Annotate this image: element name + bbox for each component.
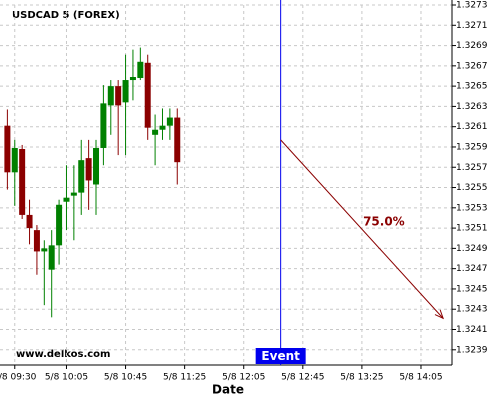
y-tick-label: 1.3255 — [456, 183, 488, 193]
candle-body — [85, 158, 92, 181]
y-tick-label: 1.3249 — [456, 244, 488, 254]
y-tick-label: 1.3259 — [456, 142, 488, 152]
candle-body — [122, 80, 129, 103]
candle-body — [159, 125, 166, 130]
y-tick-label: 1.3269 — [456, 41, 488, 51]
candle-body — [63, 197, 70, 202]
candle-body — [129, 77, 136, 81]
candle-body — [33, 230, 40, 252]
y-tick-label: 1.3273 — [456, 1, 488, 11]
y-tick-label: 1.3263 — [456, 102, 488, 112]
y-tick-label: 1.3239 — [456, 345, 488, 355]
projection-label: 75.0% — [363, 215, 405, 229]
candle-body — [4, 125, 11, 173]
x-tick-label: 5/8 10:45 — [104, 373, 147, 383]
candle-body — [26, 214, 33, 229]
x-tick-label: 5/8 11:25 — [163, 373, 206, 383]
x-tick-label: 5/8 14:05 — [399, 373, 442, 383]
candle-body — [174, 117, 181, 163]
projection-arrow — [280, 139, 444, 319]
y-tick-label: 1.3257 — [456, 163, 488, 173]
y-tick-label: 1.3251 — [456, 224, 488, 234]
candle-body — [78, 160, 85, 193]
y-tick-label: 1.3261 — [456, 122, 488, 132]
candle-body — [152, 129, 159, 135]
candle-body — [11, 147, 18, 173]
candle-body — [100, 103, 107, 148]
y-tick-label: 1.3241 — [456, 325, 488, 335]
y-tick-label: 1.3271 — [456, 21, 488, 31]
y-tick-label: 1.3245 — [456, 284, 488, 294]
candle-body — [166, 117, 173, 126]
x-tick-label: 5/8 09:30 — [0, 373, 37, 383]
chart-title: USDCAD 5 (FOREX) — [12, 10, 120, 21]
candle-body — [137, 61, 144, 79]
candle-body — [107, 86, 114, 106]
x-tick-label: 5/8 13:25 — [340, 373, 383, 383]
event-label: Event — [261, 349, 300, 363]
y-tick-label: 1.3247 — [456, 264, 488, 274]
candle-body — [115, 86, 122, 106]
y-tick-label: 1.3265 — [456, 82, 488, 92]
candle-body — [144, 62, 151, 128]
event-label-box — [255, 348, 306, 364]
watermark: www.delkos.com — [16, 349, 110, 360]
x-tick-label: 5/8 12:05 — [222, 373, 265, 383]
candle-body — [48, 245, 55, 270]
candle-body — [19, 149, 26, 215]
candle-body — [93, 147, 100, 185]
candle-body — [70, 192, 77, 196]
y-tick-label: 1.3243 — [456, 305, 488, 315]
x-tick-label: 5/8 12:45 — [281, 373, 324, 383]
candle-body — [41, 248, 48, 252]
candle-body — [56, 204, 63, 246]
y-tick-label: 1.3253 — [456, 203, 488, 213]
arrow-head — [434, 309, 445, 320]
x-tick-label: 5/8 10:05 — [45, 373, 88, 383]
y-tick-label: 1.3267 — [456, 61, 488, 71]
x-axis-label: Date — [212, 383, 244, 397]
